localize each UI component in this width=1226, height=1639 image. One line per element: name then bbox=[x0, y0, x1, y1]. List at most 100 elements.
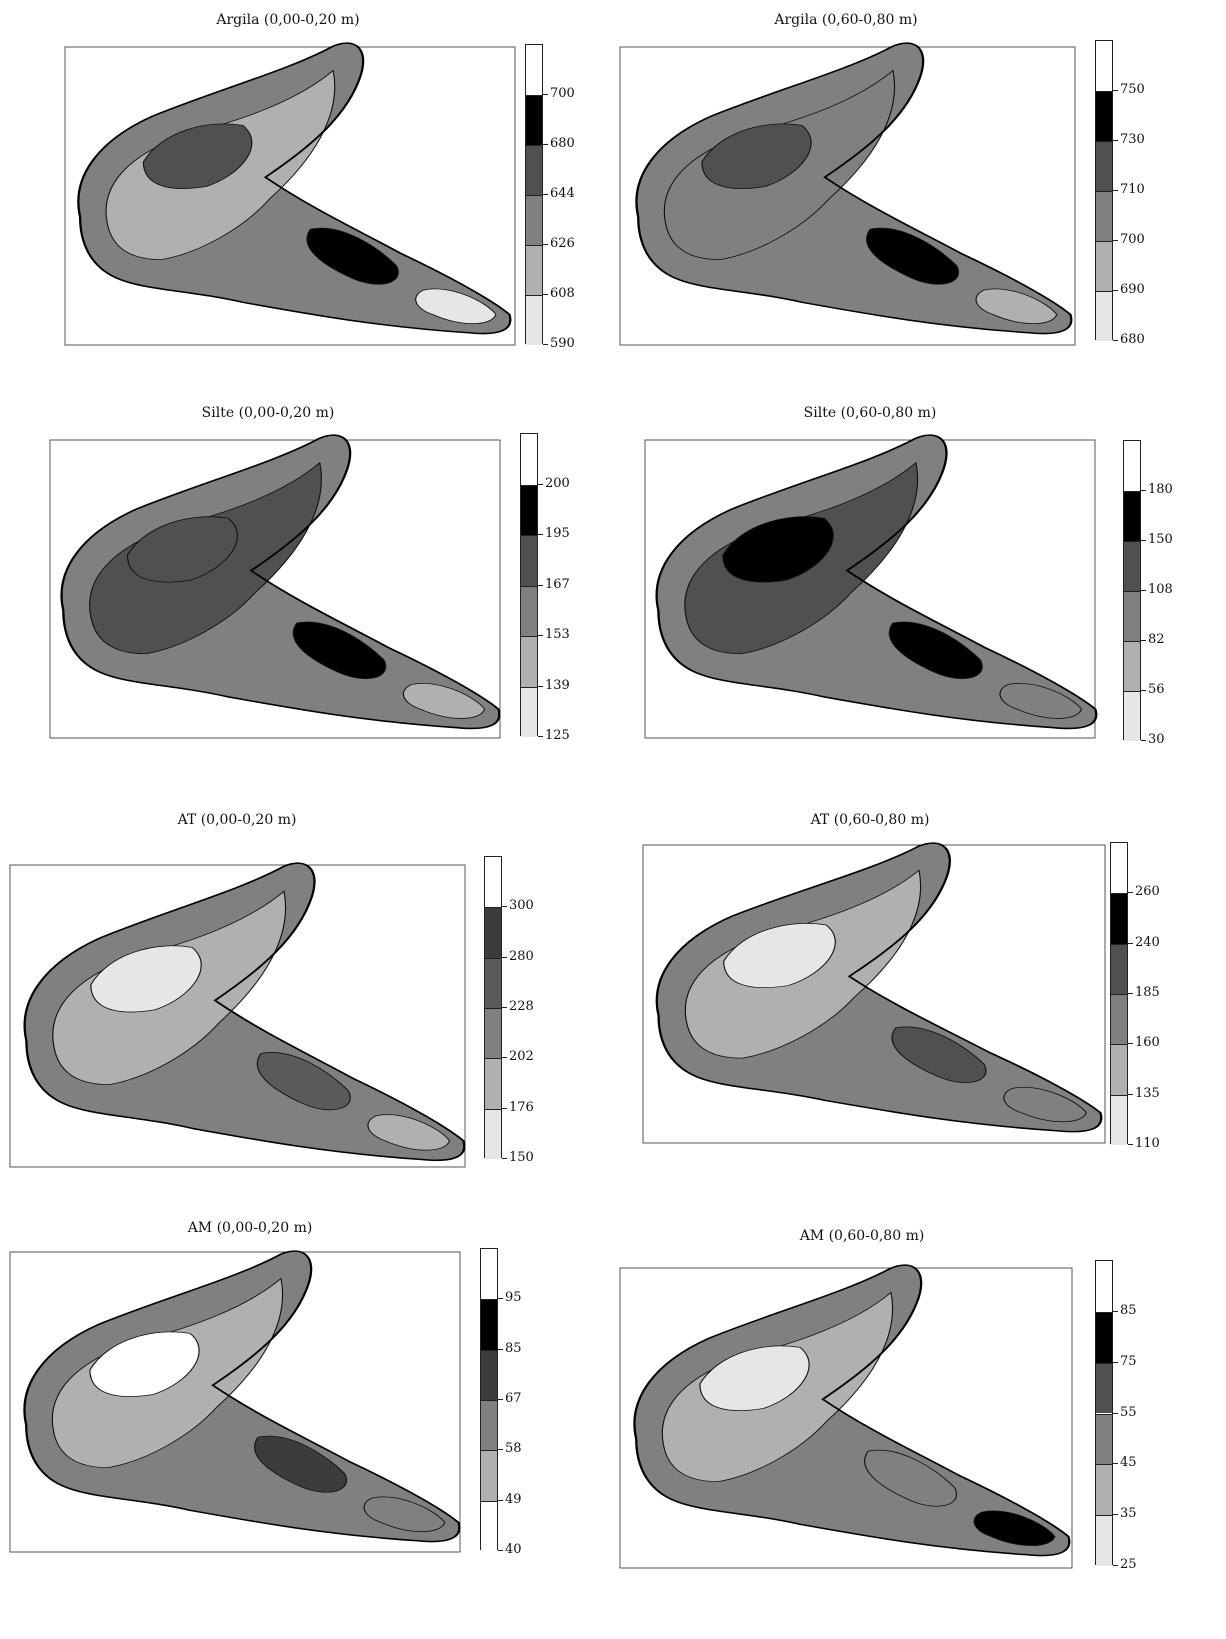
legend-tick-mark bbox=[1113, 1463, 1118, 1465]
map-frame bbox=[619, 46, 1076, 346]
map-region bbox=[973, 1510, 1056, 1546]
legend-tick-label: 240 bbox=[1135, 934, 1160, 950]
legend-tick-label: 85 bbox=[505, 1340, 522, 1356]
map-region bbox=[89, 1331, 200, 1397]
legend-tick-mark bbox=[543, 294, 548, 295]
contour-map bbox=[49, 434, 501, 739]
legend-tick-mark bbox=[1141, 690, 1146, 691]
legend-tick-label: 280 bbox=[509, 948, 534, 964]
legend-tick-mark bbox=[1113, 1514, 1118, 1516]
legend-swatch bbox=[485, 857, 501, 908]
legend-tick-label: 30 bbox=[1148, 732, 1165, 747]
legend-tick-mark bbox=[502, 956, 507, 958]
legend-tick-label: 82 bbox=[1148, 632, 1165, 647]
map-frame bbox=[642, 844, 1106, 1144]
legend-tick-label: 202 bbox=[509, 1049, 534, 1065]
color-legend bbox=[480, 1248, 498, 1551]
legend-tick-label: 58 bbox=[505, 1441, 522, 1457]
legend-swatch bbox=[1096, 1413, 1112, 1465]
color-legend bbox=[525, 44, 543, 345]
legend-swatch bbox=[1096, 1362, 1112, 1414]
legend-tick-mark bbox=[1113, 140, 1118, 141]
legend-tick-mark bbox=[538, 584, 543, 586]
legend-swatch bbox=[1111, 994, 1127, 1045]
map-base-region bbox=[61, 435, 500, 729]
legend-tick-mark bbox=[498, 1449, 503, 1451]
color-legend bbox=[1110, 842, 1128, 1145]
legend-tick-mark bbox=[538, 483, 543, 485]
map-region bbox=[306, 227, 399, 285]
legend-swatch bbox=[485, 1008, 501, 1059]
map-title: AM (0,00-0,20 m) bbox=[187, 1220, 313, 1236]
legend-swatch bbox=[485, 1108, 501, 1159]
legend-tick-mark bbox=[502, 1158, 507, 1159]
map-base-region bbox=[634, 1265, 1070, 1556]
legend-tick-label: 56 bbox=[1148, 682, 1165, 697]
map-frame bbox=[9, 1251, 461, 1553]
legend-swatch bbox=[1111, 893, 1127, 944]
map-base-region bbox=[636, 43, 1072, 334]
map-title: Silte (0,00-0,20 m) bbox=[201, 405, 335, 421]
legend-swatch bbox=[1096, 291, 1112, 341]
contour-map bbox=[9, 1250, 461, 1553]
map-outline bbox=[60, 434, 501, 730]
legend-swatch bbox=[1111, 1094, 1127, 1145]
legend-tick-mark bbox=[538, 534, 543, 535]
legend-tick-mark bbox=[1128, 1093, 1133, 1095]
map-frame bbox=[9, 864, 466, 1168]
legend-swatch bbox=[526, 245, 542, 295]
legend-tick-mark bbox=[1141, 540, 1146, 541]
legend-tick-label: 730 bbox=[1120, 132, 1145, 147]
legend-swatch bbox=[526, 145, 542, 195]
color-legend bbox=[1095, 40, 1113, 341]
legend-swatch bbox=[1096, 1464, 1112, 1516]
legend-swatch bbox=[1096, 191, 1112, 241]
legend-tick-label: 608 bbox=[550, 286, 575, 301]
legend-tick-mark bbox=[1113, 290, 1118, 291]
legend-tick-mark bbox=[502, 1107, 507, 1109]
map-region bbox=[367, 1114, 451, 1151]
legend-tick-label: 95 bbox=[505, 1290, 522, 1306]
legend-tick-mark bbox=[1113, 240, 1118, 241]
legend-tick-mark bbox=[1128, 1043, 1133, 1045]
legend-tick-mark bbox=[543, 194, 548, 195]
legend-swatch bbox=[481, 1349, 497, 1400]
legend-swatch bbox=[1111, 1044, 1127, 1095]
legend-swatch bbox=[526, 195, 542, 245]
legend-tick-mark bbox=[1113, 90, 1118, 91]
map-outline bbox=[655, 842, 1103, 1133]
legend-tick-label: 176 bbox=[509, 1099, 534, 1115]
legend-swatch bbox=[521, 686, 537, 737]
legend-swatch bbox=[1111, 843, 1127, 894]
legend-tick-label: 108 bbox=[1148, 582, 1173, 597]
legend-swatch bbox=[1124, 641, 1140, 691]
map-title: Argila (0,00-0,20 m) bbox=[216, 12, 360, 28]
map-frame bbox=[49, 439, 501, 739]
legend-tick-label: 125 bbox=[545, 728, 570, 743]
legend-tick-label: 85 bbox=[1120, 1302, 1137, 1318]
legend-tick-label: 150 bbox=[509, 1150, 534, 1165]
legend-tick-label: 40 bbox=[505, 1542, 522, 1557]
map-outline bbox=[655, 434, 1098, 730]
legend-tick-mark bbox=[1113, 1412, 1118, 1414]
legend-swatch bbox=[526, 295, 542, 345]
legend-tick-label: 680 bbox=[1120, 332, 1145, 347]
color-legend bbox=[1095, 1260, 1113, 1566]
legend-swatch bbox=[526, 45, 542, 95]
legend-swatch bbox=[521, 636, 537, 687]
map-title: Silte (0,60-0,80 m) bbox=[803, 405, 937, 421]
legend-tick-mark bbox=[543, 344, 548, 345]
legend-swatch bbox=[485, 1058, 501, 1109]
legend-tick-mark bbox=[502, 906, 507, 908]
legend-swatch bbox=[1096, 91, 1112, 141]
legend-tick-label: 110 bbox=[1135, 1136, 1160, 1151]
legend-tick-label: 67 bbox=[505, 1391, 522, 1406]
map-region bbox=[999, 682, 1083, 719]
legend-swatch bbox=[1096, 1261, 1112, 1312]
legend-tick-mark bbox=[498, 1399, 503, 1400]
legend-swatch bbox=[481, 1500, 497, 1551]
map-region bbox=[699, 1345, 810, 1411]
map-frame bbox=[644, 439, 1096, 739]
legend-swatch bbox=[485, 957, 501, 1008]
legend-tick-mark bbox=[1141, 590, 1146, 591]
